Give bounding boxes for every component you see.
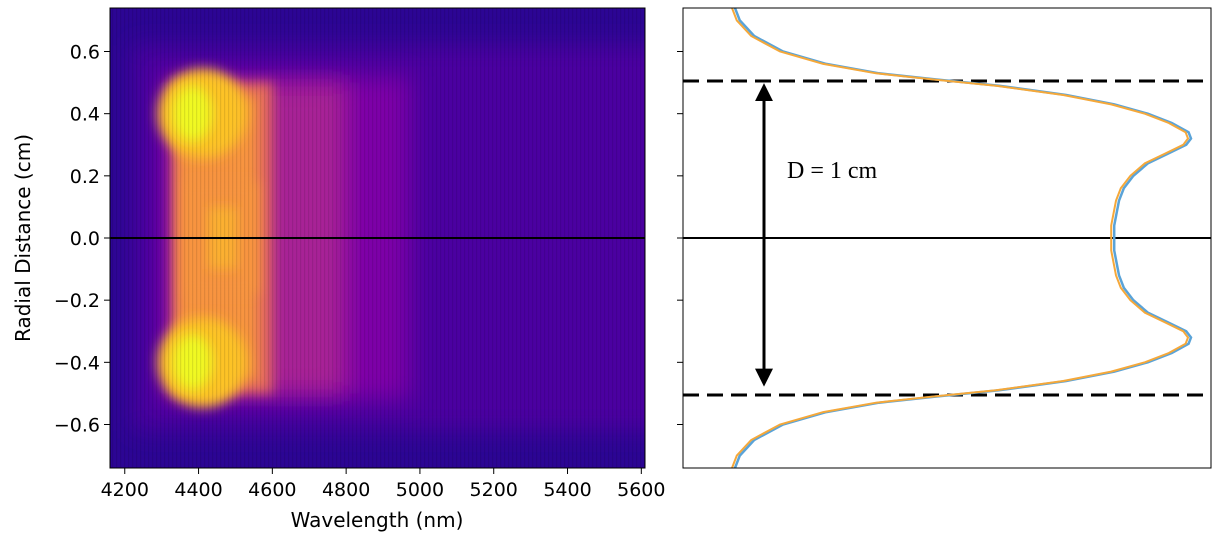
series-line-orange [731,8,1190,468]
x-tick-label: 5000 [396,479,444,501]
y-tick-label: −0.4 [54,352,100,374]
y-tick-label: −0.6 [54,414,100,436]
x-tick-label: 5200 [470,479,518,501]
profile-y-ticks [677,51,683,425]
y-tick-label: 0.0 [70,228,100,250]
y-tick-label: 0.6 [70,42,100,64]
x-axis-ticks: 4200 4400 4600 4800 5000 5200 5400 5600 [101,468,665,501]
x-tick-label: 4200 [101,479,149,501]
y-axis-ticks: 0.6 0.4 0.2 0.0 −0.2 −0.4 −0.6 [54,42,110,436]
y-tick-label: −0.2 [54,290,100,312]
x-tick-label: 5400 [543,479,591,501]
y-tick-label: 0.2 [70,166,100,188]
x-tick-label: 4800 [322,479,370,501]
diameter-annotation: D = 1 cm [787,158,878,184]
y-tick-label: 0.4 [70,104,100,126]
x-tick-label: 5600 [617,479,665,501]
x-tick-label: 4600 [248,479,296,501]
profile-panel: D = 1 cm [677,7,1212,469]
y-axis-label: Radial Distance (cm) [11,134,35,342]
x-axis-label: Wavelength (nm) [291,508,464,532]
heatmap-panel: 4200 4400 4600 4800 5000 5200 5400 5600 0.60.40… [11,7,665,532]
x-tick-label: 4400 [174,479,222,501]
